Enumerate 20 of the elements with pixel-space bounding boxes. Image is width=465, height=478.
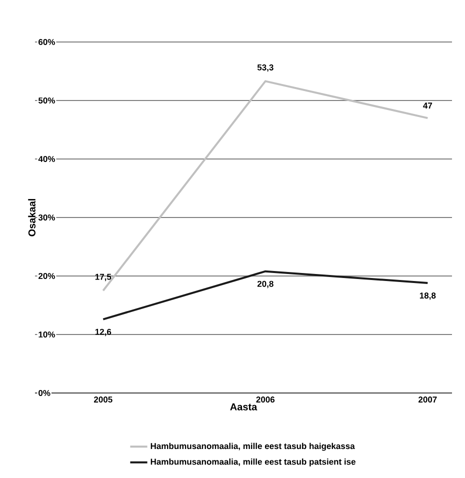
legend-label: Hambumusanomaalia, mille eest tasub patsient ise (150, 458, 356, 466)
y-tick-label: 30% (38, 214, 55, 221)
y-tick-label: 0% (38, 390, 50, 396)
x-tick-label: 2007 (418, 396, 437, 403)
data-label: 53,3 (257, 64, 274, 72)
y-tick-label: 10% (38, 331, 55, 338)
data-label: 17,5 (95, 274, 112, 282)
y-tick-label: 60% (38, 38, 55, 45)
data-label: 20,8 (257, 280, 274, 288)
y-tick-label: 50% (38, 97, 55, 104)
data-label: 47 (423, 102, 432, 109)
x-tick-label: 2005 (94, 396, 112, 403)
data-label: 12,6 (95, 328, 112, 336)
x-axis-title: Aasta (230, 403, 258, 410)
y-tick-label: 20% (38, 272, 55, 280)
y-axis-title: Osakaal (28, 199, 36, 236)
legend-label: Hambumusanomaalia, mille eest tasub haigekassa (150, 442, 355, 451)
x-tick-label: 2006 (256, 396, 275, 403)
y-tick-label: 40% (38, 156, 55, 162)
data-label: 18,8 (420, 292, 436, 300)
